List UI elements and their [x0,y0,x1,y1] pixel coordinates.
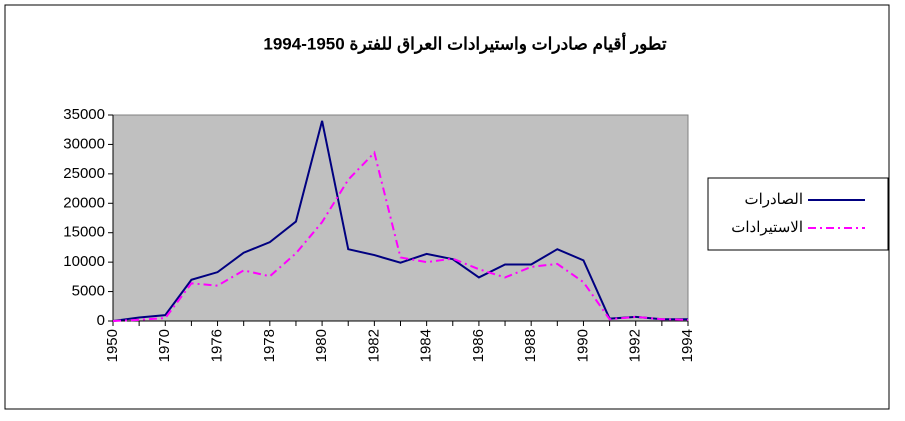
x-tick-label: 1950 [104,329,121,362]
x-tick-label: 1994 [679,329,696,362]
legend-label: الاستيرادات [731,219,803,236]
x-tick-label: 1978 [261,329,278,362]
chart-title: تطور أقيام صادرات واستيرادات العراق للفت… [263,31,666,54]
y-tick-label: 25000 [63,165,105,182]
y-tick-label: 10000 [63,253,105,270]
x-tick-label: 1976 [209,329,226,362]
x-tick-label: 1988 [522,329,539,362]
series-line [112,150,689,322]
legend-label: الصادرات [744,191,803,208]
x-tick-label: 1984 [418,329,435,362]
legend [707,177,889,251]
x-tick-label: 1970 [156,329,173,362]
y-tick-label: 15000 [63,224,105,241]
y-tick-label: 0 [97,312,105,329]
x-tick-label: 1982 [365,329,382,362]
y-tick-label: 5000 [72,283,105,300]
x-tick-label: 1980 [313,329,330,362]
y-tick-label: 30000 [63,135,105,152]
plot-area [112,114,689,322]
x-tick-label: 1986 [470,329,487,362]
series-line [112,120,688,322]
x-tick-label: 1992 [627,329,644,362]
y-tick-label: 20000 [63,194,105,211]
x-tick-label: 1990 [574,329,591,362]
y-tick-label: 35000 [63,106,105,123]
